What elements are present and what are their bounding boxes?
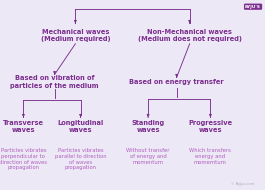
Text: Based on vibration of
particles of the medium: Based on vibration of particles of the m…: [10, 75, 99, 89]
Text: Progressive
waves: Progressive waves: [188, 120, 232, 133]
Text: Particles vibrates
perpendicular to
direction of waves
propagation: Particles vibrates perpendicular to dire…: [0, 148, 47, 170]
Text: © Byjus.com: © Byjus.com: [231, 182, 255, 186]
Text: Which transfers
energy and
momemtum: Which transfers energy and momemtum: [189, 148, 231, 165]
Text: Based on energy transfer: Based on energy transfer: [129, 79, 224, 85]
Text: Non-Mechanical waves
(Medium does not required): Non-Mechanical waves (Medium does not re…: [138, 29, 242, 42]
Text: Mechanical waves
(Medium required): Mechanical waves (Medium required): [41, 29, 110, 42]
Text: Without transfer
of energy and
momentum: Without transfer of energy and momentum: [126, 148, 170, 165]
Text: Particles vibrates
parallel to direction
of waves
propagation: Particles vibrates parallel to direction…: [55, 148, 106, 170]
Text: Transverse
waves: Transverse waves: [3, 120, 44, 133]
Text: BYJU'S: BYJU'S: [245, 5, 261, 9]
Text: Standing
waves: Standing waves: [131, 120, 165, 133]
Text: Longitudinal
waves: Longitudinal waves: [58, 120, 104, 133]
